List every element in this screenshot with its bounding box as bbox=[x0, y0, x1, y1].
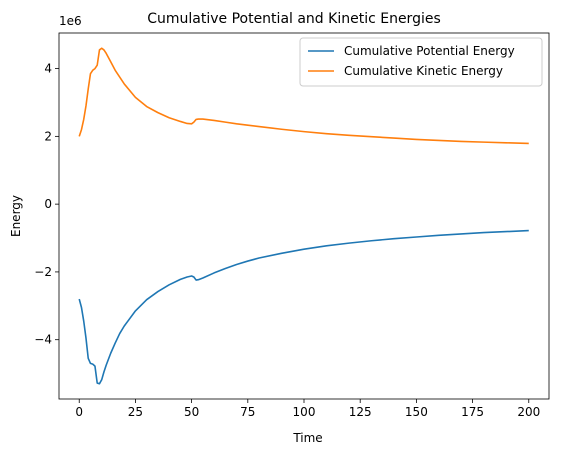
y-tick-label: −2 bbox=[34, 265, 52, 279]
x-tick-label: 75 bbox=[240, 405, 255, 419]
x-axis-ticks: 0 25 50 75 100 125 150 175 200 bbox=[75, 399, 540, 419]
x-tick-label: 125 bbox=[349, 405, 372, 419]
y-axis-ticks: −4 −2 0 2 4 bbox=[34, 62, 59, 347]
legend-label-1: Cumulative Kinetic Energy bbox=[344, 64, 503, 78]
y-tick-label: 0 bbox=[44, 197, 52, 211]
series-line-0 bbox=[78, 229, 529, 385]
y-axis-offset-label: 1e6 bbox=[59, 14, 82, 28]
y-tick-label: −4 bbox=[34, 333, 52, 347]
legend-box bbox=[299, 37, 543, 87]
legend-label-0: Cumulative Potential Energy bbox=[344, 44, 515, 58]
x-axis-label: Time bbox=[292, 431, 322, 445]
x-tick-label: 0 bbox=[75, 405, 83, 419]
x-tick-label: 100 bbox=[293, 405, 316, 419]
y-tick-label: 2 bbox=[44, 129, 52, 143]
y-axis-label: Energy bbox=[9, 195, 23, 237]
x-tick-label: 25 bbox=[128, 405, 143, 419]
x-tick-label: 175 bbox=[461, 405, 484, 419]
x-tick-label: 150 bbox=[405, 405, 428, 419]
series-line-1 bbox=[78, 47, 529, 145]
legend: Cumulative Potential Energy Cumulative Ki… bbox=[299, 37, 543, 87]
x-tick-label: 200 bbox=[517, 405, 540, 419]
series-layer bbox=[78, 47, 529, 385]
y-tick-label: 4 bbox=[44, 62, 52, 76]
x-tick-label: 50 bbox=[184, 405, 199, 419]
chart-title: Cumulative Potential and Kinetic Energie… bbox=[147, 11, 441, 27]
plot-area-frame bbox=[58, 32, 550, 400]
